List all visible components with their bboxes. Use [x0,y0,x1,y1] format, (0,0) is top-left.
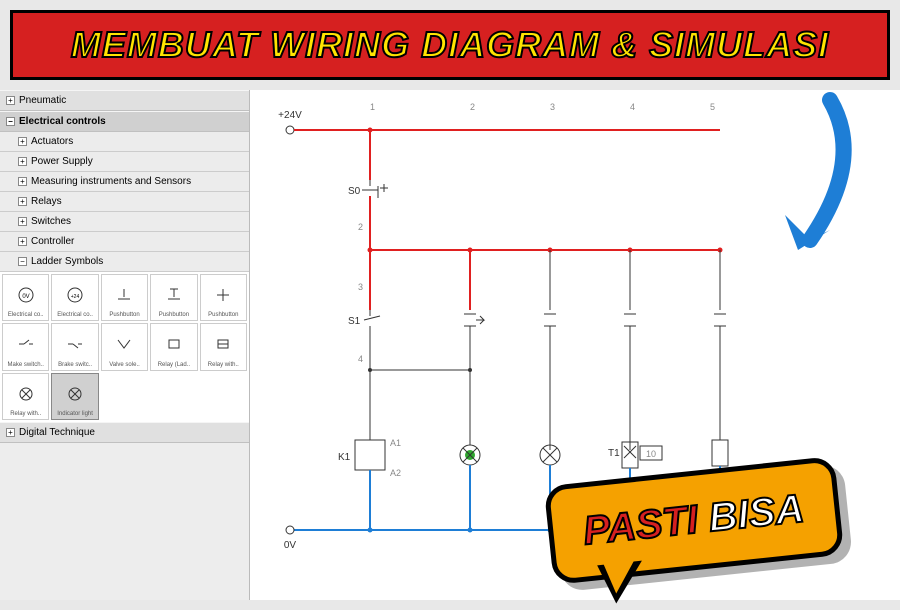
symbol-relay-with[interactable]: Relay with.. [200,323,247,370]
symbol-label: Relay with.. [10,411,41,417]
symbol-pushbutton[interactable]: Pushbutton [150,274,197,321]
subcategory-label: Power Supply [31,156,93,167]
symbol-electrical-conn[interactable]: +24 Electrical co.. [51,274,98,321]
category-label: Digital Technique [19,427,95,438]
category-label: Pneumatic [19,95,66,106]
node-num: 3 [358,282,363,292]
expand-icon: + [18,217,27,226]
subcategory[interactable]: + Switches [0,212,249,232]
symbol-glyph-icon [164,326,184,361]
expand-icon: + [6,96,15,105]
terminal-label: A1 [390,438,401,448]
terminal-label: A2 [390,468,401,478]
col-num: 5 [710,102,715,112]
expand-icon: + [18,157,27,166]
subcategory-ladder[interactable]: − Ladder Symbols [0,252,249,272]
symbol-label: Electrical co.. [8,312,44,318]
col-num: 1 [370,102,375,112]
voltage-label: +24V [278,110,302,121]
bubble-word1: PASTI [582,498,701,554]
symbol-label: Pushbutton [109,312,139,318]
subcategory-label: Measuring instruments and Sensors [31,176,191,187]
svg-text:+24: +24 [71,294,80,300]
timer-value: 10 [646,449,656,459]
symbol-pushbutton[interactable]: Pushbutton [101,274,148,321]
symbol-glyph-icon: 0V [16,277,36,312]
collapse-icon: − [18,257,27,266]
symbol-label: Brake switc.. [58,362,92,368]
symbol-label: Indicator light [57,411,93,417]
symbol-glyph-icon [65,326,85,361]
subcategory-label: Switches [31,216,71,227]
symbol-relay-with[interactable]: Relay with.. [2,373,49,420]
subcategory[interactable]: + Relays [0,192,249,212]
symbol-glyph-icon [164,277,184,312]
symbol-electrical-conn[interactable]: 0V Electrical co.. [2,274,49,321]
col-num: 4 [630,102,635,112]
subcategory-label: Actuators [31,136,73,147]
expand-icon: + [6,428,15,437]
symbol-make-switch[interactable]: Make switch.. [2,323,49,370]
subcategory-label: Controller [31,236,74,247]
col-num: 2 [470,102,475,112]
symbol-label: Electrical co.. [57,312,93,318]
symbol-glyph-icon [114,277,134,312]
symbol-pushbutton[interactable]: Pushbutton [200,274,247,321]
symbol-label: Valve sole.. [109,362,140,368]
symbol-relay[interactable]: Relay (Lad.. [150,323,197,370]
subcategory[interactable]: + Measuring instruments and Sensors [0,172,249,192]
symbol-glyph-icon [213,277,233,312]
category-digital[interactable]: + Digital Technique [0,422,249,443]
bubble-word2: BISA [707,487,807,541]
expand-icon: + [18,197,27,206]
symbol-glyph-icon [114,326,134,361]
symbol-indicator-light[interactable]: Indicator light [51,373,98,420]
collapse-icon: − [6,117,15,126]
title-banner: MEMBUAT WIRING DIAGRAM & SIMULASI [10,10,890,80]
component-palette: + Pneumatic − Electrical controls + Actu… [0,90,250,600]
symbol-label: Relay with.. [208,362,239,368]
component-label: T1 [608,448,620,459]
col-num: 3 [550,102,555,112]
category-pneumatic[interactable]: + Pneumatic [0,90,249,111]
symbol-label: Pushbutton [159,312,189,318]
symbol-glyph-icon [213,326,233,361]
svg-text:0V: 0V [22,294,29,300]
component-label: S1 [348,316,361,327]
expand-icon: + [18,237,27,246]
category-electrical[interactable]: − Electrical controls [0,111,249,132]
category-label: Electrical controls [19,116,106,127]
symbol-label: Pushbutton [208,312,238,318]
title-text: MEMBUAT WIRING DIAGRAM & SIMULASI [71,24,829,66]
expand-icon: + [18,137,27,146]
voltage-label: 0V [284,540,297,551]
bubble-tail-icon [598,561,647,605]
component-label: K1 [338,452,351,463]
symbol-label: Relay (Lad.. [158,362,190,368]
subcategory[interactable]: + Controller [0,232,249,252]
symbol-glyph-icon [65,376,85,411]
subcategory-label: Relays [31,196,62,207]
subcategory-label: Ladder Symbols [31,256,103,267]
symbol-label: Make switch.. [8,362,44,368]
node-num: 4 [358,354,363,364]
symbol-glyph-icon [16,376,36,411]
subcategory[interactable]: + Actuators [0,132,249,152]
expand-icon: + [18,177,27,186]
symbol-valve-solenoid[interactable]: Valve sole.. [101,323,148,370]
symbol-brake-switch[interactable]: Brake switc.. [51,323,98,370]
symbol-glyph-icon [16,326,36,361]
subcategory[interactable]: + Power Supply [0,152,249,172]
node-num: 2 [358,222,363,232]
symbol-grid: 0V Electrical co.. +24 Electrical co.. P… [0,272,249,422]
component-label: S0 [348,186,361,197]
symbol-glyph-icon: +24 [65,277,85,312]
